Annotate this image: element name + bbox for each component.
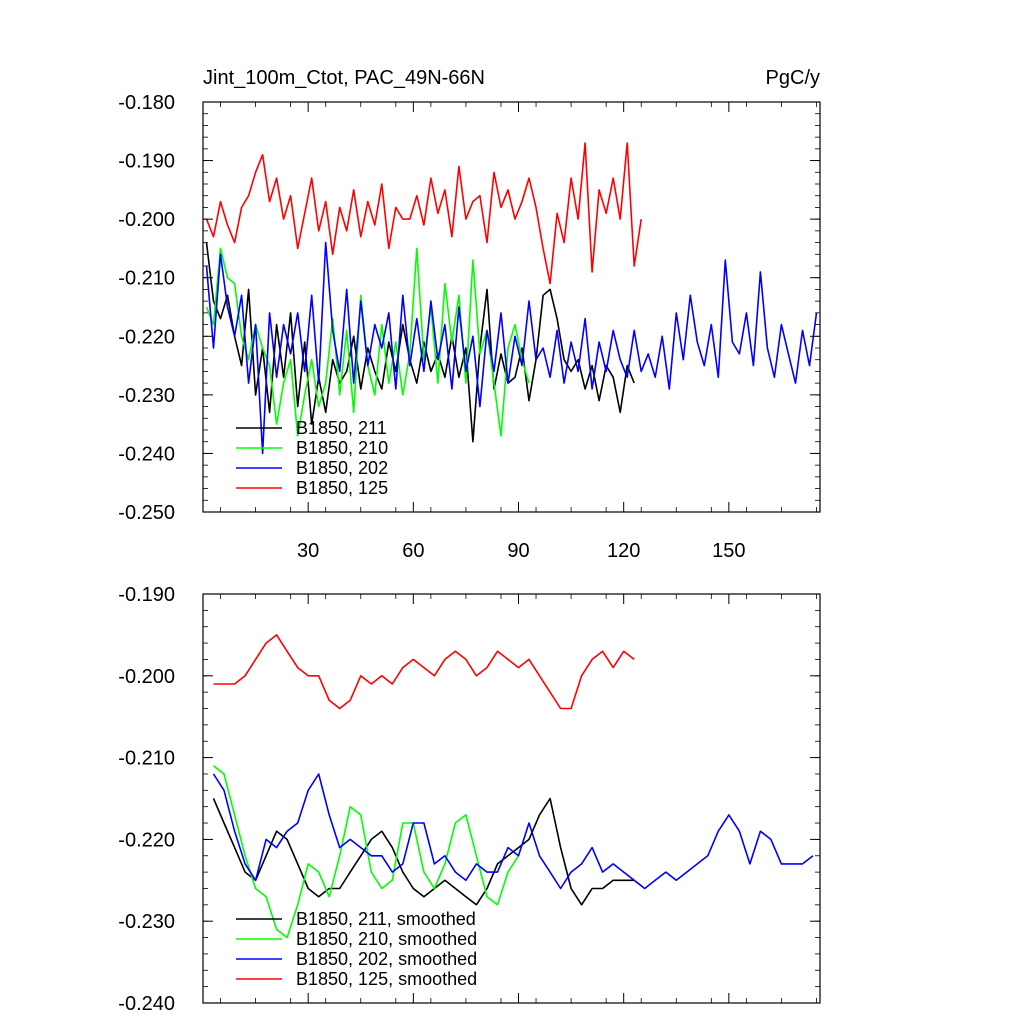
bottom-series-line-1 <box>213 765 520 939</box>
ytick-label: -0.230 <box>118 385 175 407</box>
ytick-label: -0.190 <box>118 584 175 606</box>
top-series-layer <box>205 142 818 455</box>
xtick-label: 30 <box>297 540 319 562</box>
legend-label: B1850, 210 <box>296 438 388 458</box>
ytick-label: -0.240 <box>118 993 175 1015</box>
xtick-label: 60 <box>402 540 424 562</box>
ytick-label: -0.230 <box>118 911 175 933</box>
bottom-plot-frame <box>202 593 821 1004</box>
ytick-label: -0.220 <box>118 326 175 348</box>
xtick-label: 90 <box>507 540 529 562</box>
legend-label: B1850, 211 <box>296 418 387 438</box>
bottom-panel: -0.190 -0.200 -0.210 -0.220 -0.230 -0.240 B18… <box>118 584 821 1015</box>
top-panel: Jint_100m_Ctot, PAC_49N-66N PgC/y -0.180… <box>118 67 821 562</box>
ytick-label: -0.180 <box>118 92 175 114</box>
xtick-label: 120 <box>607 540 640 562</box>
top-plot-frame <box>202 101 821 513</box>
top-series-line-0 <box>205 242 635 443</box>
top-panel-units: PgC/y <box>766 67 820 89</box>
bottom-series-line-3 <box>213 634 635 710</box>
legend-label: B1850, 202, smoothed <box>296 949 477 969</box>
xtick-label: 150 <box>712 540 745 562</box>
legend-label: B1850, 211, smoothed <box>296 909 476 929</box>
ytick-label: -0.250 <box>118 502 175 524</box>
ytick-label: -0.210 <box>118 268 175 290</box>
legend-label: B1850, 202 <box>296 458 388 478</box>
ytick-label: -0.240 <box>118 443 175 465</box>
legend-label: B1850, 125, smoothed <box>296 969 477 989</box>
ytick-label: -0.210 <box>118 748 175 770</box>
top-axis-ticks: -0.180 -0.190 -0.200 -0.210 -0.220 -0.230 -0.2… <box>118 92 820 562</box>
top-series-line-2 <box>205 241 818 455</box>
ytick-label: -0.200 <box>118 209 175 231</box>
bottom-series-line-2 <box>212 773 814 890</box>
top-series-line-3 <box>205 142 642 285</box>
ytick-label: -0.200 <box>118 666 175 688</box>
bottom-axis-ticks: -0.190 -0.200 -0.210 -0.220 -0.230 -0.240 <box>118 584 820 1015</box>
ytick-label: -0.190 <box>118 151 175 173</box>
bottom-series-layer <box>212 634 814 939</box>
ytick-label: -0.220 <box>118 829 175 851</box>
legend-label: B1850, 125 <box>296 478 388 498</box>
top-panel-title: Jint_100m_Ctot, PAC_49N-66N <box>203 67 485 89</box>
legend-label: B1850, 210, smoothed <box>296 929 477 949</box>
